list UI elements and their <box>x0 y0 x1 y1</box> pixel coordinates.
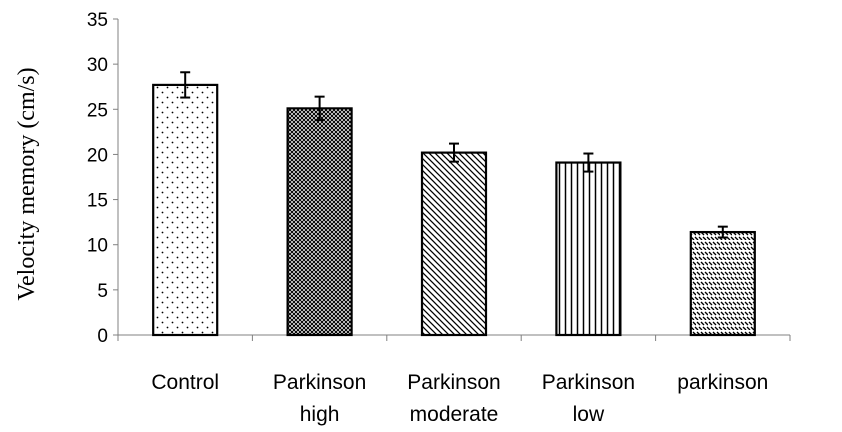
y-tick-label: 35 <box>87 10 108 31</box>
x-tick-label: Control <box>151 371 219 394</box>
x-tick-label: Parkinson <box>407 371 500 394</box>
x-tick-label: Parkinson <box>542 371 635 394</box>
bar <box>689 230 756 337</box>
x-tick-label: Parkinson <box>273 371 366 394</box>
bar <box>152 83 219 337</box>
y-tick-label: 30 <box>87 55 108 76</box>
y-tick-label: 10 <box>87 236 108 257</box>
y-tick-label: 15 <box>87 191 108 212</box>
x-tick-label: parkinson <box>677 371 768 394</box>
bar <box>555 161 622 337</box>
bar <box>286 107 353 337</box>
y-axis-title: Velocity memory (cm/s) <box>14 67 40 300</box>
bars <box>152 83 756 337</box>
y-tick-label: 20 <box>87 145 108 166</box>
error-bars <box>180 71 728 239</box>
x-tick-label: low <box>573 403 605 426</box>
x-tick-label: high <box>300 403 340 426</box>
category-labels: Control Parkinson high Parkinson moderate Par… <box>151 371 768 426</box>
bar <box>420 151 488 337</box>
y-tick-label: 0 <box>97 326 108 347</box>
y-axis: 0 5 10 15 20 25 30 35 <box>87 10 119 347</box>
y-tick-label: 5 <box>97 281 108 302</box>
y-tick-label: 25 <box>87 100 108 121</box>
x-tick-label: moderate <box>410 403 499 426</box>
